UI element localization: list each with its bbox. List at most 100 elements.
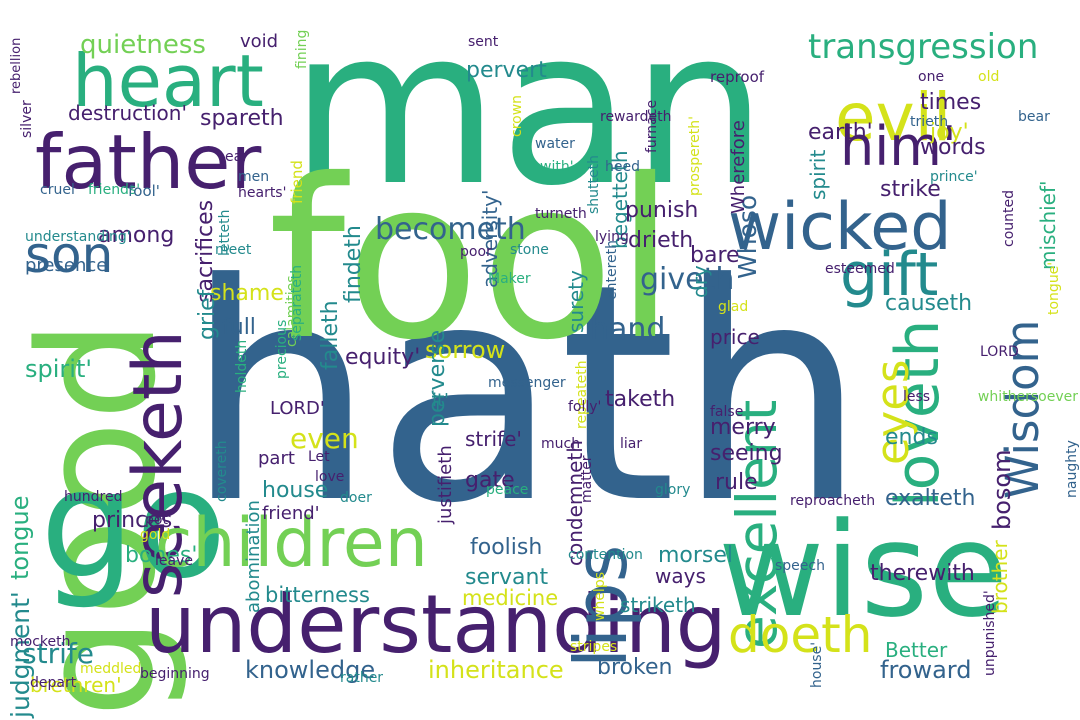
- word-173: rather: [340, 670, 384, 686]
- word-14: him': [840, 115, 957, 178]
- word-114: furnace: [644, 99, 660, 153]
- word-130: Maker: [488, 271, 531, 287]
- word-133: separateth: [289, 264, 305, 341]
- word-86: strife': [465, 427, 522, 451]
- word-40: pervert: [466, 58, 547, 83]
- word-128: stone: [510, 242, 549, 258]
- word-68: servant: [465, 565, 549, 590]
- word-106: fool': [128, 182, 160, 200]
- word-135: holdeth: [234, 339, 250, 393]
- word-170: meddled: [80, 661, 142, 677]
- word-8: heart: [72, 39, 264, 123]
- word-147: unpunished': [982, 590, 998, 676]
- word-51: full: [222, 315, 256, 340]
- word-13: evil: [835, 79, 952, 156]
- word-151: much: [541, 436, 581, 452]
- word-15: gift: [840, 240, 939, 310]
- word-33: broken: [597, 655, 673, 680]
- word-21: son: [25, 226, 114, 284]
- word-62: taketh: [605, 387, 676, 412]
- word-65: rule: [715, 470, 758, 495]
- word-32: inheritance: [428, 656, 564, 684]
- word-145: whithersoever: [977, 389, 1078, 405]
- word-38: Better: [885, 638, 948, 662]
- word-2: fool: [268, 132, 676, 388]
- word-89: void: [240, 31, 279, 52]
- word-85: falleth: [318, 300, 343, 370]
- word-57: even: [290, 422, 359, 455]
- word-10: wicked: [728, 190, 952, 265]
- word-26: giveth: [640, 262, 735, 297]
- word-25: becometh: [375, 212, 526, 247]
- word-112: crown: [509, 94, 525, 137]
- word-50: shame: [210, 281, 284, 306]
- word-172: depart: [30, 675, 77, 691]
- word-73: exalteth: [885, 486, 976, 511]
- word-129: poor: [460, 244, 492, 260]
- word-124: bear: [1018, 109, 1050, 125]
- word-36: medicine: [462, 586, 559, 610]
- word-34: froward: [880, 656, 972, 684]
- word-132: precious: [274, 319, 290, 379]
- word-60: bones': [125, 543, 198, 568]
- word-103: understanding': [25, 229, 131, 245]
- word-111: sent: [468, 34, 499, 50]
- word-77: punish: [625, 198, 699, 223]
- word-160: gold: [140, 527, 171, 543]
- word-59: princes: [92, 508, 173, 533]
- word-54: grief: [195, 289, 220, 340]
- word-107: men: [238, 169, 270, 185]
- word-63: merry: [710, 415, 776, 440]
- word-76: striketh: [620, 593, 696, 617]
- word-78: drieth: [628, 228, 694, 253]
- word-31: knowledge: [245, 656, 376, 684]
- word-69: ways: [655, 564, 706, 588]
- word-164: whelps: [592, 571, 608, 621]
- word-158: peace: [486, 482, 529, 498]
- word-82: price: [710, 325, 760, 349]
- word-67: foolish: [470, 535, 543, 560]
- word-104: presence: [25, 255, 108, 276]
- word-137: repeateth: [574, 360, 590, 429]
- word-101: cruel: [40, 182, 75, 198]
- word-153: messenger: [488, 375, 566, 391]
- word-122: old: [978, 69, 1000, 85]
- word-119: shutteth: [586, 155, 602, 214]
- word-30: strife: [22, 637, 94, 670]
- word-29: tongue: [6, 495, 34, 580]
- word-102: friends': [88, 182, 141, 198]
- word-72: strike: [880, 177, 941, 202]
- word-148: matter: [579, 455, 595, 503]
- word-108: hearts': [238, 185, 287, 201]
- word-150: Let: [308, 449, 330, 465]
- word-140: counted: [1001, 190, 1017, 247]
- word-165: contention: [568, 547, 643, 563]
- word-61: causeth: [885, 291, 973, 316]
- word-44: spirit: [806, 149, 830, 200]
- word-79: bare: [690, 243, 740, 268]
- word-105: ear: [225, 149, 248, 165]
- word-136: covereth: [214, 440, 230, 502]
- word-5: go: [40, 438, 227, 612]
- word-98: friend: [288, 160, 306, 204]
- word-123: one: [918, 69, 945, 85]
- word-146: naughty: [1064, 440, 1080, 498]
- word-115: water: [535, 136, 575, 152]
- word-116: with': [540, 159, 574, 175]
- word-7: father: [35, 118, 262, 206]
- word-46: joy': [930, 120, 969, 145]
- word-155: hundred: [64, 489, 123, 505]
- word-27: hand: [590, 312, 666, 347]
- word-127: turneth: [535, 206, 587, 222]
- word-126: prince': [930, 169, 978, 185]
- word-149: liar: [620, 436, 643, 452]
- word-113: rewardeth: [600, 109, 672, 125]
- word-163: reproacheth: [790, 493, 876, 509]
- word-169: mocketh: [10, 634, 71, 650]
- word-11: children: [155, 504, 428, 583]
- word-1: man: [290, 0, 768, 233]
- word-23: quietness: [80, 30, 206, 60]
- word-90: LORD': [270, 398, 325, 419]
- word-120: prospereth': [687, 116, 703, 196]
- word-55: equity': [345, 345, 421, 370]
